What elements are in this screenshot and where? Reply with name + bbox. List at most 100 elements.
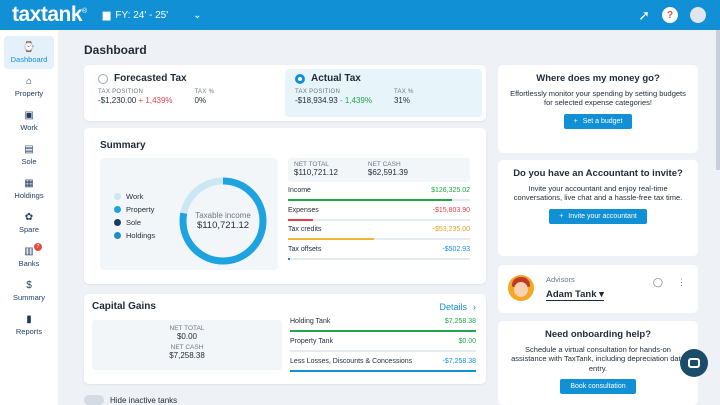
onboarding-text: Schedule a virtual consultation for hand… [511, 345, 685, 373]
sidebar-item-sole[interactable]: ▤ Sole [4, 138, 54, 171]
plus-icon: + [573, 117, 578, 125]
budget-card: Where does my money go? Effortlessly mon… [498, 65, 698, 153]
actual-position-change: - 1,439% [339, 96, 372, 105]
cg-row-bar [290, 330, 476, 332]
sidebar-item-reports[interactable]: ▮ Reports [4, 308, 54, 341]
donut-label: Taxable income [195, 211, 251, 220]
app-logo[interactable]: taxtank® [12, 3, 87, 26]
chat-launcher[interactable] [680, 349, 708, 377]
sidebar-item-summary[interactable]: $ Summary [4, 274, 54, 307]
cg-details-label: Details [439, 302, 467, 312]
legend-dot [114, 206, 121, 213]
tax-position-card: Forecasted Tax TAX POSITION -$1,230.00 +… [84, 65, 486, 121]
sidebar-item-label: Reports [15, 326, 43, 336]
advisor-name-dropdown[interactable]: Adam Tank ▾ [546, 289, 604, 301]
cg-row-bar [290, 370, 476, 372]
cg-net-total-label: NET TOTAL [169, 325, 205, 332]
sole-icon: ▤ [24, 143, 34, 155]
cg-net-cash-value: $7,258.38 [169, 351, 205, 360]
sidebar-item-label: Property [14, 88, 44, 98]
sidebar-item-property[interactable]: ⌂ Property [4, 70, 54, 103]
summary-row-label: Tax credits [288, 226, 322, 233]
summary-row-value: -$502.93 [442, 245, 470, 253]
forecast-radio[interactable] [98, 73, 108, 84]
actual-title: Actual Tax [311, 73, 361, 84]
legend-item: Holdings [114, 229, 155, 242]
forecast-title: Forecasted Tax [114, 73, 187, 84]
summary-row-label: Income [288, 187, 311, 194]
page-scrollbar[interactable] [716, 30, 720, 170]
legend-dot [114, 219, 121, 226]
summary-row: Tax offsets -$502.93 [288, 245, 470, 265]
summary-net-box: NET TOTAL $110,721.12 NET CASH $62,591.39 [288, 158, 470, 182]
cg-row-label: Property Tank [290, 338, 334, 345]
actual-tax-option[interactable]: Actual Tax TAX POSITION -$18,934.93 - 1,… [285, 69, 482, 117]
summary-row-value: -$15,803.90 [432, 206, 470, 214]
user-avatar[interactable] [690, 7, 706, 23]
help-icon[interactable]: ? [662, 7, 678, 23]
set-budget-button[interactable]: + Set a budget [563, 113, 633, 129]
fy-label: FY: 24' - 25' [115, 9, 169, 21]
budget-title: Where does my money go? [536, 73, 660, 84]
summary-row: Expenses -$15,803.90 [288, 206, 470, 226]
sidebar-item-work[interactable]: ▣ Work [4, 104, 54, 137]
actual-position-value: -$18,934.93 [295, 96, 338, 105]
cg-row-label: Less Losses, Discounts & Concessions [290, 358, 413, 365]
legend-dot [114, 232, 121, 239]
financial-year-selector[interactable]: ▆ FY: 24' - 25' ⌄ [103, 10, 202, 21]
hide-inactive-toggle[interactable]: Hide inactive tanks [84, 395, 177, 405]
property-icon: ⌂ [25, 75, 33, 87]
rocket-icon[interactable]: ➚ [638, 6, 650, 23]
banks-icon: ▥ [24, 245, 34, 257]
forecast-pct-label: TAX % [194, 89, 215, 95]
chat-icon[interactable]: ◯ [652, 277, 663, 287]
more-icon[interactable]: ⋮ [677, 277, 686, 287]
forecasted-tax-option[interactable]: Forecasted Tax TAX POSITION -$1,230.00 +… [88, 69, 285, 117]
legend-item: Work [114, 190, 155, 203]
net-total-label: NET TOTAL [294, 161, 329, 168]
advisors-label: Advisors [546, 275, 575, 284]
sidebar-item-banks[interactable]: ▥ Banks 7 [4, 240, 54, 273]
forecast-position-label: TAX POSITION [98, 89, 144, 95]
sidebar-item-dashboard[interactable]: ⌚ Dashboard [4, 36, 54, 69]
summary-row-label: Tax offsets [288, 245, 322, 253]
sidebar-item-label: Holdings [14, 190, 44, 200]
spare-icon: ✿ [24, 211, 34, 223]
summary-row-label: Expenses [288, 206, 319, 214]
briefcase-icon: ▆ [102, 9, 111, 21]
toggle-switch[interactable] [84, 395, 104, 405]
cg-row-label: Holding Tank [290, 318, 331, 325]
sidebar-item-label: Summary [12, 292, 46, 302]
summary-row-bar [288, 257, 470, 260]
summary-row: Tax credits -$53,235.00 [288, 225, 470, 245]
cg-row-value: $7,258.38 [444, 318, 476, 325]
cg-net-total-value: $0.00 [176, 332, 198, 341]
actual-radio[interactable] [295, 73, 305, 84]
sidebar-item-holdings[interactable]: ▦ Holdings [4, 172, 54, 205]
advisors-card: Advisors Adam Tank ▾ ◯ ⋮ [498, 265, 698, 313]
forecast-position-value: -$1,230.00 [98, 96, 137, 105]
summary-title: Summary [100, 140, 146, 151]
summary-row-bar [288, 218, 470, 221]
forecast-pct-value: 0% [194, 96, 207, 105]
cg-details-link[interactable]: Details › [439, 302, 476, 312]
cg-row-bar [290, 350, 476, 352]
dashboard-icon: ⌚ [22, 41, 36, 53]
reports-icon: ▮ [26, 313, 32, 325]
book-consultation-button[interactable]: Book consultation [560, 379, 636, 395]
taxable-income-panel: Work Property Sole Holdings Taxable income … [100, 158, 278, 270]
sidebar-item-spare[interactable]: ✿ Spare [4, 206, 54, 239]
cg-net-cash-label: NET CASH [170, 344, 204, 351]
actual-pct-label: TAX % [393, 89, 414, 95]
actual-pct-value: 31% [393, 96, 410, 105]
cg-row-value: -$7,258.38 [442, 358, 476, 365]
actual-position-label: TAX POSITION [295, 89, 341, 95]
summary-row-bar [288, 199, 470, 201]
sidebar-item-label: Spare [18, 224, 39, 234]
forecast-position-change: + 1,439% [138, 96, 173, 105]
donut-value: $110,721.12 [196, 220, 250, 231]
page-title: Dashboard [84, 43, 147, 57]
cg-net-box: NET TOTAL $0.00 NET CASH $7,258.38 [92, 320, 282, 370]
invite-accountant-button[interactable]: + Invite your accountant [549, 208, 647, 224]
notification-badge: 7 [34, 243, 42, 251]
